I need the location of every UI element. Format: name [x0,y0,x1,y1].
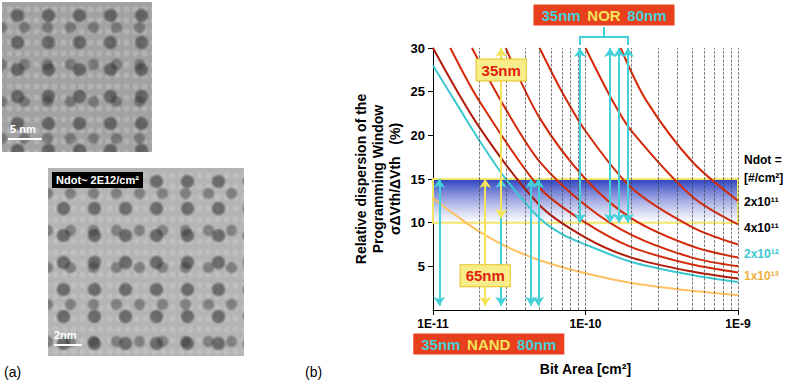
svg-text:Relative dispersion of the: Relative dispersion of the [353,94,369,265]
svg-text:σΔVth/ΔVth (%): σΔVth/ΔVth (%) [387,123,403,235]
svg-text:35nm: 35nm [482,62,521,79]
svg-text:25: 25 [411,84,425,99]
svg-text:1E-10: 1E-10 [569,317,601,331]
svg-text:15: 15 [411,172,425,187]
svg-text:Ndot =: Ndot = [744,153,782,167]
svg-text:1E-11: 1E-11 [417,317,449,331]
svg-text:35nm: 35nm [541,7,580,24]
svg-text:NOR: NOR [587,7,621,24]
svg-text:Bit Area [cm²]: Bit Area [cm²] [540,361,631,377]
html-text:(a): (a) [4,364,22,380]
svg-text:[#/cm²]: [#/cm²] [744,171,783,185]
svg-text:4x10¹¹: 4x10¹¹ [744,221,779,235]
html-text:Ndot~ 2E12/cm²: Ndot~ 2E12/cm² [56,174,139,186]
svg-text:80nm: 80nm [627,7,666,24]
svg-text:1E-9: 1E-9 [725,317,751,331]
svg-text:Programming Window: Programming Window [370,105,386,254]
svg-text:2x10¹¹: 2x10¹¹ [744,195,779,209]
svg-text:80nm: 80nm [517,336,556,353]
svg-text:NAND: NAND [467,336,510,353]
svg-text:10: 10 [411,215,425,230]
html-text:5 nm: 5 nm [10,123,36,135]
html-text:(b): (b) [305,364,323,380]
svg-text:65nm: 65nm [466,267,505,284]
svg-text:30: 30 [411,41,425,56]
svg-text:35nm: 35nm [421,336,460,353]
svg-text:2x10¹²: 2x10¹² [744,247,779,261]
svg-text:20: 20 [411,128,425,143]
svg-text:1x10¹³: 1x10¹³ [744,269,779,283]
html-text:2nm: 2nm [54,329,77,341]
svg-text:5: 5 [418,259,425,274]
